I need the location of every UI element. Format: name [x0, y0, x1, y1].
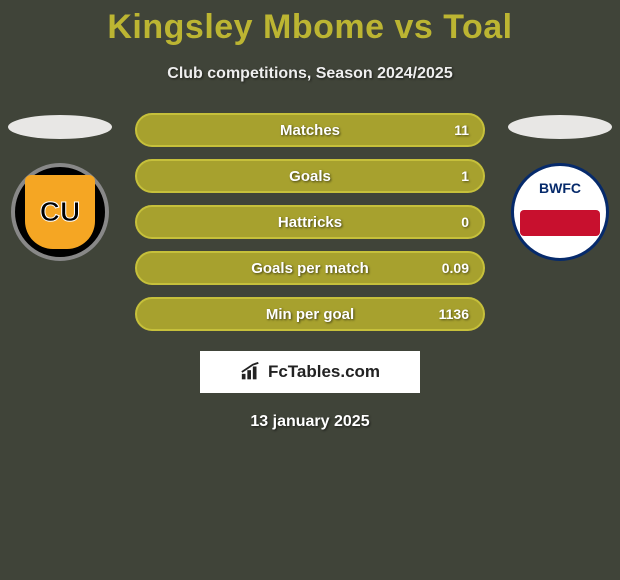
right-column: BWFC	[505, 113, 615, 261]
branding-text: FcTables.com	[268, 362, 380, 382]
stat-bar: Hattricks 0	[135, 205, 485, 239]
left-badge-text: CU	[40, 196, 80, 228]
stat-label: Min per goal	[266, 306, 354, 323]
subtitle: Club competitions, Season 2024/2025	[0, 65, 620, 83]
branding-banner[interactable]: FcTables.com	[200, 351, 420, 393]
stats-column: Matches 11 Goals 1 Hattricks 0 Goals per match…	[135, 113, 485, 331]
right-ellipse	[508, 115, 612, 139]
page-title: Kingsley Mbome vs Toal	[0, 0, 620, 47]
content-row: CU Matches 11 Goals 1 Hattricks 0 Goals per ma…	[0, 113, 620, 331]
stat-value: 0	[461, 214, 469, 230]
left-ellipse	[8, 115, 112, 139]
stat-value: 11	[454, 122, 469, 138]
stat-bar: Goals 1	[135, 159, 485, 193]
stat-label: Goals	[289, 168, 331, 185]
chart-icon	[240, 362, 262, 382]
left-badge-shield: CU	[25, 175, 95, 249]
stat-bar: Matches 11	[135, 113, 485, 147]
stat-bar: Min per goal 1136	[135, 297, 485, 331]
date-text: 13 january 2025	[0, 413, 620, 431]
stat-value: 1	[461, 168, 469, 184]
stat-value: 0.09	[442, 260, 469, 276]
left-team-badge: CU	[11, 163, 109, 261]
stat-label: Matches	[280, 122, 340, 139]
stat-bar: Goals per match 0.09	[135, 251, 485, 285]
stat-value: 1136	[439, 306, 469, 322]
comparison-card: Kingsley Mbome vs Toal Club competitions…	[0, 0, 620, 580]
stat-label: Goals per match	[251, 260, 369, 277]
stat-label: Hattricks	[278, 214, 342, 231]
left-column: CU	[5, 113, 115, 261]
right-badge-ribbon	[520, 210, 600, 236]
right-badge-text: BWFC	[539, 180, 581, 196]
right-team-badge: BWFC	[511, 163, 609, 261]
